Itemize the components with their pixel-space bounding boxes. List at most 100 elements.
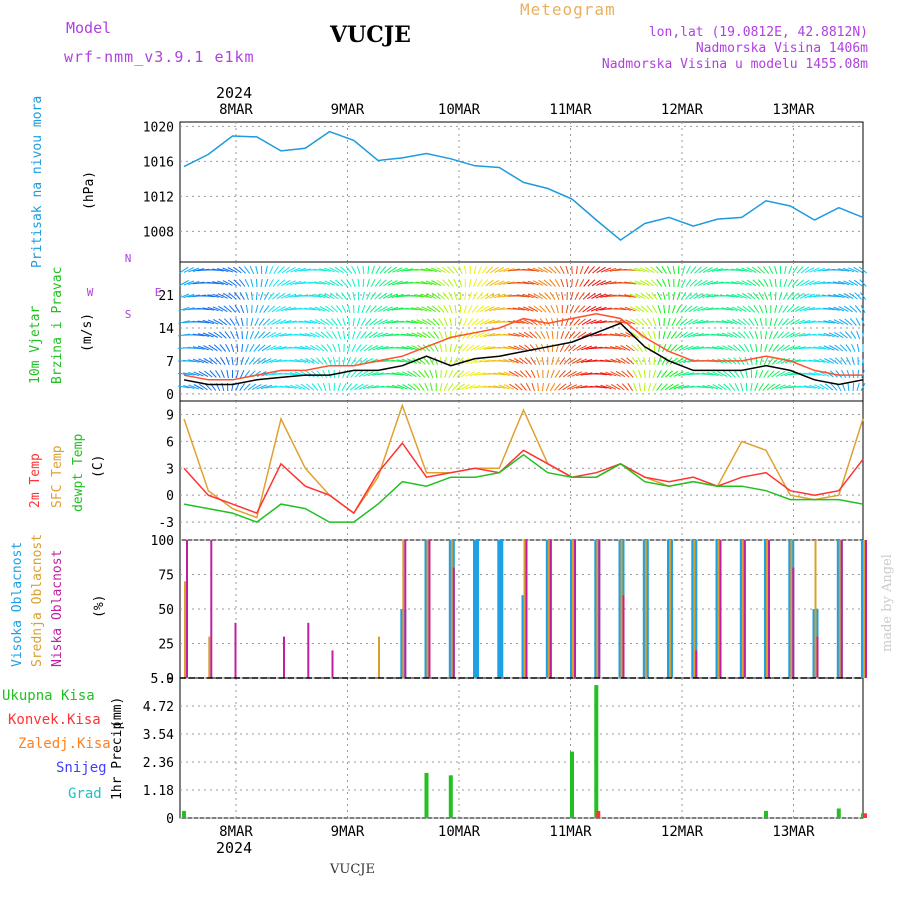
wind-arrow	[828, 307, 840, 311]
wind-arrow	[583, 266, 590, 274]
wind-arrow	[517, 281, 530, 285]
wind-arrow	[731, 319, 742, 325]
wind-arrow	[336, 305, 343, 313]
wind-arrow	[270, 332, 282, 338]
wind-arrow	[697, 385, 709, 389]
wind-arrow	[530, 357, 537, 365]
cloud-bar-1	[790, 540, 793, 678]
wind-arrow	[240, 317, 244, 327]
wind-arrow	[808, 280, 821, 286]
wind-arrow	[701, 307, 714, 311]
wind-arrow	[855, 318, 861, 326]
wind-arrow	[570, 291, 574, 301]
wind-arrow	[391, 372, 404, 376]
cloud-bar-2	[234, 622, 237, 678]
wind-arrow	[823, 332, 835, 338]
wind-arrow	[474, 358, 486, 364]
wind-arrow	[833, 319, 844, 325]
wind-arrow	[429, 369, 434, 379]
lonlat-text: lon,lat (19.0812E, 42.8812N)	[648, 25, 868, 40]
date-label-bottom: 12MAR	[661, 824, 704, 840]
wind-arrow	[550, 369, 555, 379]
cloud-bar-2	[816, 636, 819, 678]
cloud-bar-2	[186, 540, 188, 678]
wind-arrow	[834, 344, 844, 352]
wind-arrow	[634, 267, 646, 273]
wind-arrow	[743, 344, 750, 352]
wind-arrow	[843, 280, 854, 286]
precip-bar-0	[594, 685, 599, 818]
y-tick-label: 9	[166, 408, 174, 423]
y-tick-label: 2.36	[143, 756, 174, 771]
wind-arrow	[678, 344, 689, 352]
wind-arrow	[310, 357, 320, 365]
wind-arrow	[661, 266, 667, 274]
wind-arrow	[423, 357, 430, 365]
wind-arrow	[518, 319, 529, 325]
wind-arrow	[280, 293, 291, 299]
wind-arrow	[610, 358, 622, 364]
wind-arrow	[346, 291, 352, 301]
wind-arrow	[318, 268, 331, 272]
wind-arrow	[837, 268, 850, 272]
wind-arrow	[861, 369, 865, 379]
wind-arrow	[361, 304, 366, 314]
wind-arrow	[571, 384, 583, 390]
wind-arrow	[829, 345, 839, 351]
wind-arrow	[304, 332, 316, 338]
wind-arrow	[522, 281, 535, 285]
wind-arrow	[851, 343, 856, 353]
wind-arrow	[818, 320, 831, 324]
wind-arrow	[193, 371, 204, 377]
wind-arrow	[568, 344, 576, 352]
wind-arrow	[379, 266, 387, 274]
wind-arrow	[741, 267, 752, 273]
wind-arrow	[662, 330, 666, 340]
wind-arrow	[651, 305, 658, 313]
wind-arrow	[721, 307, 734, 311]
wind-arrow	[439, 382, 443, 392]
wind-arrow	[605, 267, 617, 273]
wind-arrow	[187, 281, 200, 285]
wind-arrow	[830, 383, 838, 391]
wind-arrow	[753, 305, 760, 313]
wind-arrow	[262, 331, 271, 339]
wind-arrow	[401, 371, 413, 377]
wind-arrow	[755, 343, 758, 353]
wind-arrow	[183, 385, 195, 389]
wind-arrow	[199, 383, 208, 391]
wind-arrow	[587, 292, 596, 300]
wind-arrow	[319, 293, 330, 299]
wind-arrow	[263, 292, 270, 300]
wind-arrow	[391, 280, 403, 286]
y-tick-label: 0	[166, 672, 174, 687]
wind-arrow	[568, 331, 576, 339]
date-label-top: 10MAR	[438, 102, 481, 118]
wind-arrow	[706, 372, 719, 376]
wind-arrow	[421, 306, 432, 312]
wind-arrow	[410, 307, 423, 311]
wind-arrow	[764, 304, 768, 314]
wind-arrow	[841, 370, 847, 378]
wind-arrow	[651, 292, 658, 300]
wind-arrow	[702, 280, 714, 286]
wind-arrow	[464, 291, 467, 301]
wind-arrow	[655, 266, 663, 274]
wind-arrow	[426, 305, 436, 313]
elevation-text: Nadmorska Visina 1406m	[695, 41, 868, 56]
wind-arrow	[799, 306, 811, 312]
wind-arrow	[251, 383, 262, 391]
wind-arrow	[468, 291, 473, 301]
wind-arrow	[329, 279, 340, 287]
wind-arrow	[239, 279, 246, 287]
precip-bar-1	[863, 813, 867, 818]
wind-arrow	[330, 292, 339, 300]
wind-arrow	[178, 385, 190, 389]
wind-arrow	[576, 345, 587, 351]
wind-arrow	[503, 371, 515, 377]
wind-arrow	[578, 292, 585, 300]
wind-arrow	[460, 370, 470, 378]
wind-arrow	[634, 293, 645, 299]
wind-arrow	[349, 383, 358, 391]
wind-arrow	[425, 280, 437, 286]
